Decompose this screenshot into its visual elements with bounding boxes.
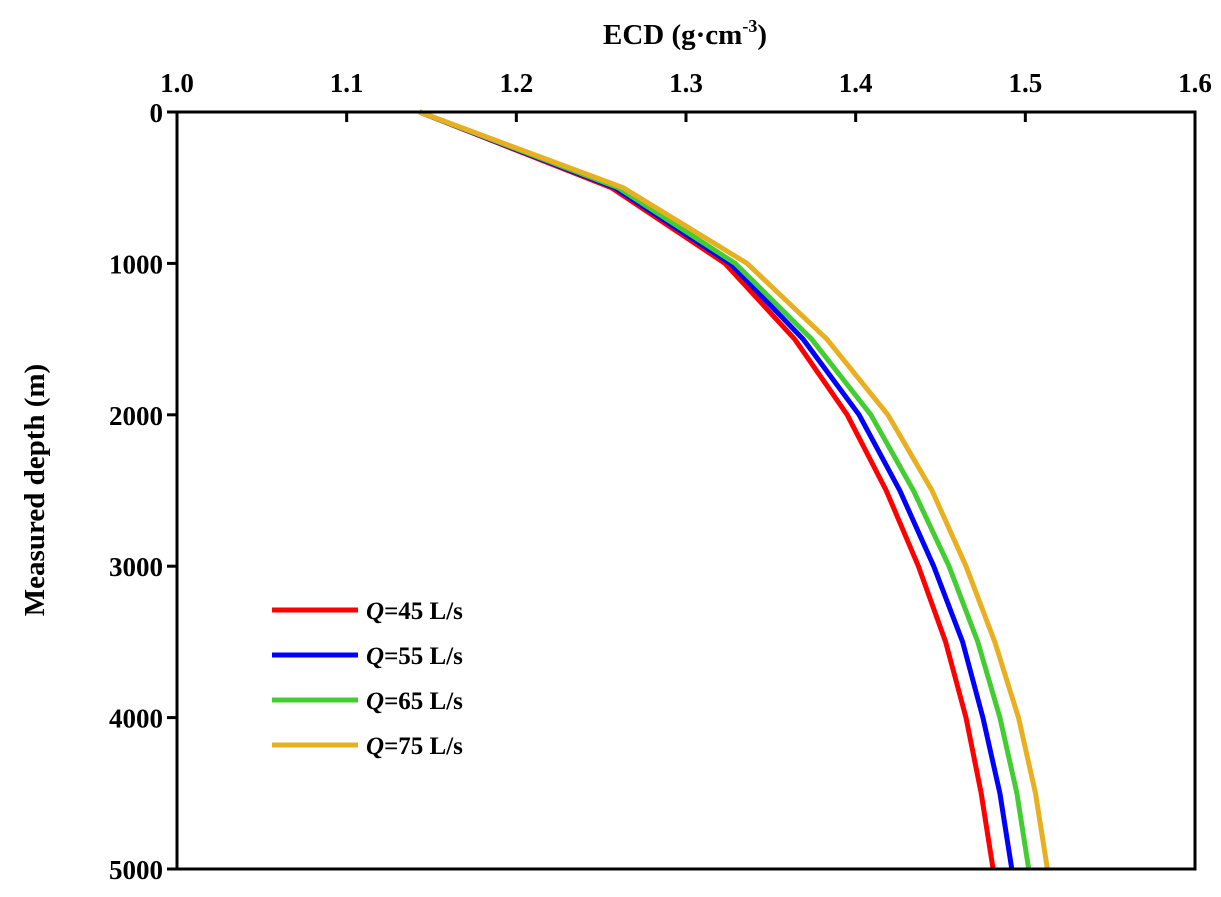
legend-label-value: =75 L/s (384, 733, 463, 760)
x-axis-title-end: ) (757, 19, 767, 51)
x-axis-title-main: ECD (g·cm (603, 19, 742, 51)
x-tick-label: 1.6 (1178, 68, 1212, 98)
x-tick-label: 1.1 (330, 68, 364, 98)
legend-label-variable: Q (366, 598, 384, 625)
x-tick-label: 1.5 (1008, 68, 1042, 98)
x-tick-label: 1.3 (669, 68, 703, 98)
legend-label: Q=45 L/s (366, 598, 463, 625)
legend-label-value: =45 L/s (384, 598, 463, 625)
y-tick-label: 5000 (109, 855, 163, 885)
series-line (418, 109, 996, 870)
y-tick-label: 1000 (109, 249, 163, 279)
legend-label-value: =55 L/s (384, 643, 463, 670)
x-tick-label: 1.0 (160, 68, 194, 98)
series-line (418, 109, 1050, 870)
x-axis-title: ECD (g·cm-3) (603, 16, 767, 51)
x-tick-label: 1.4 (839, 68, 873, 98)
legend-label-value: =65 L/s (384, 688, 463, 715)
legend-label: Q=65 L/s (366, 688, 463, 715)
x-axis-title-sup: -3 (742, 16, 757, 36)
series-line (418, 109, 1015, 870)
plot-frame (175, 110, 1197, 871)
legend-label-variable: Q (366, 643, 384, 670)
series-line (418, 109, 1032, 870)
y-tick-label: 2000 (109, 401, 163, 431)
legend-label-variable: Q (366, 733, 384, 760)
legend-label: Q=55 L/s (366, 643, 463, 670)
y-axis-title: Measured depth (m) (19, 364, 51, 616)
legend-label-variable: Q (366, 688, 384, 715)
legend-label: Q=75 L/s (366, 733, 463, 760)
legend: Q=45 L/sQ=55 L/sQ=65 L/sQ=75 L/s (272, 598, 463, 760)
y-tick-label: 0 (150, 98, 164, 128)
y-tick-label: 4000 (109, 704, 163, 734)
x-tick-label: 1.2 (499, 68, 533, 98)
y-tick-label: 3000 (109, 552, 163, 582)
